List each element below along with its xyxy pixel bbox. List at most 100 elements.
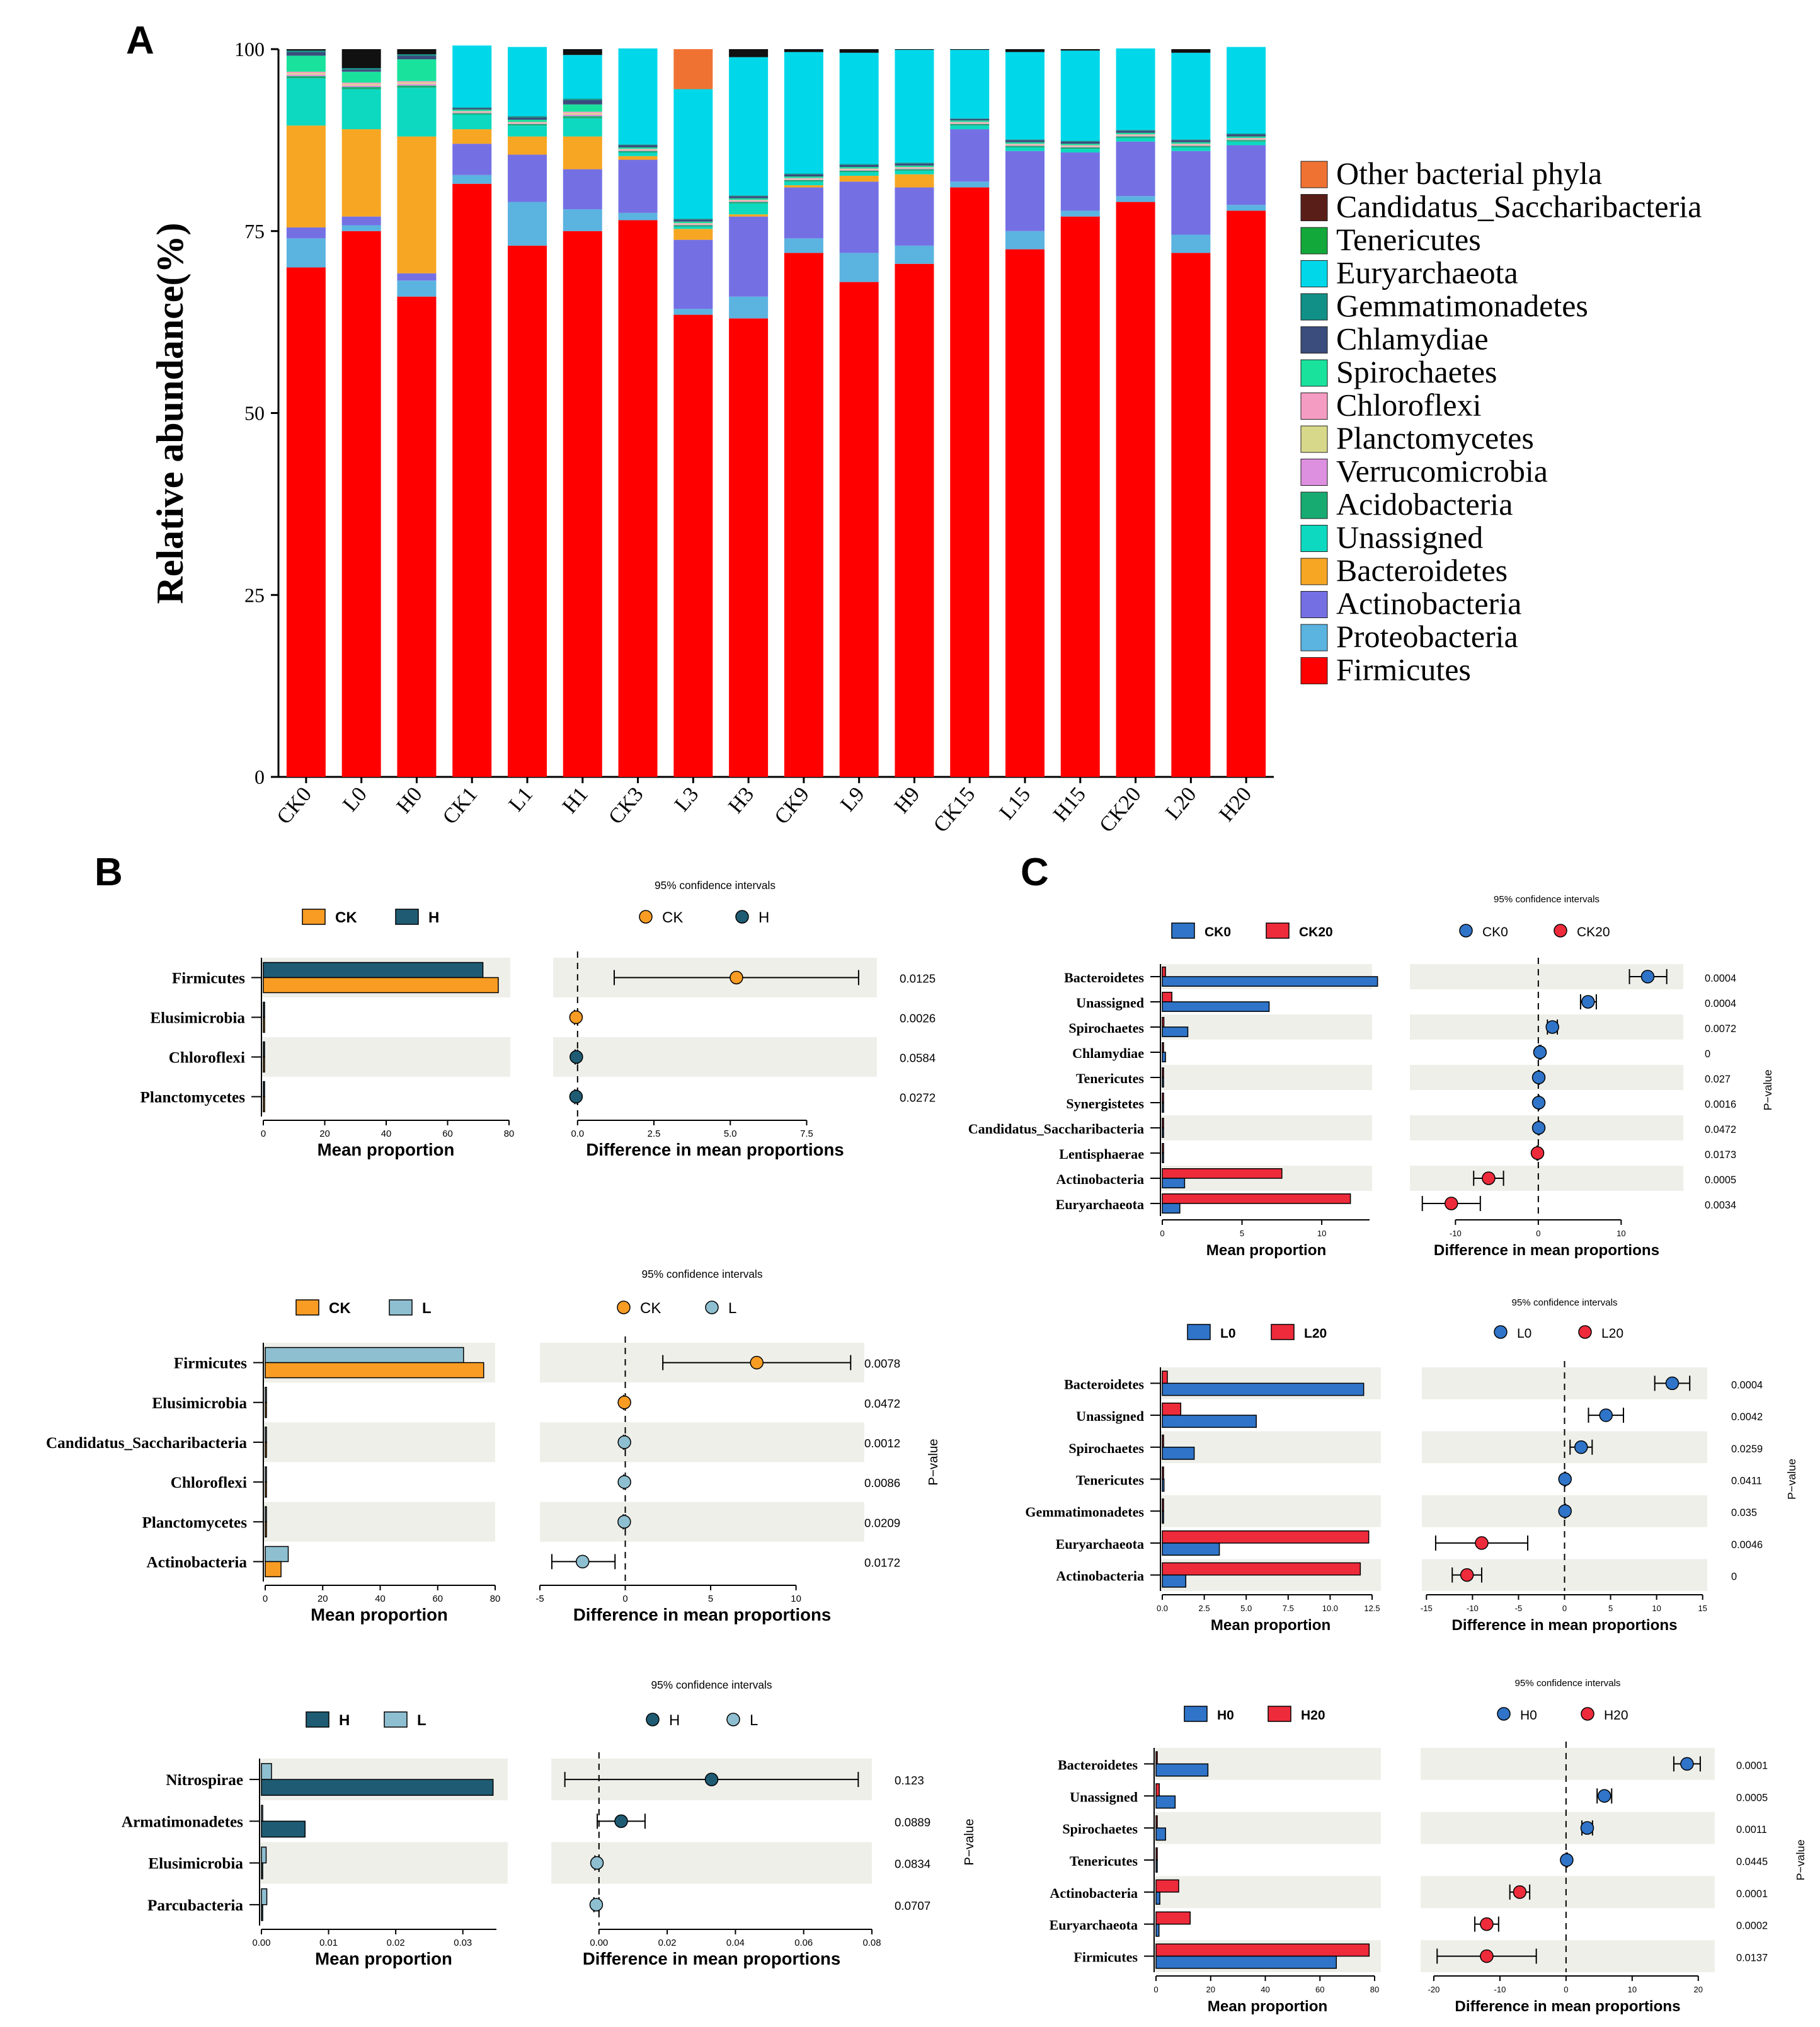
- diff-x-tick-label: 2.5: [648, 1129, 661, 1139]
- legend-swatch: [1300, 161, 1328, 188]
- diff-point: [704, 1772, 719, 1786]
- bar-segment-acidobacteria: [1060, 147, 1100, 149]
- extended-error-bar-h0-vs-h20: 95% confidence intervals H0 H0 H20 H20 0 20 40 6…: [1050, 1678, 1807, 2015]
- bar-x-axis-title: Mean proportion: [311, 1605, 448, 1624]
- row-band: [1421, 1748, 1715, 1780]
- bar-segment-firmicutes: [784, 253, 823, 777]
- legend-dot-label-0: H: [669, 1712, 680, 1729]
- diff-point: [576, 1554, 590, 1569]
- ci-title: 95% confidence intervals: [1512, 1297, 1618, 1308]
- bar-segment-chloroflexi: [950, 122, 990, 123]
- p-value: 0.0445: [1736, 1856, 1768, 1868]
- ci-title: 95% confidence intervals: [1494, 894, 1600, 905]
- row-band: [551, 1842, 872, 1884]
- legend-label-1: CK20: [1299, 925, 1333, 939]
- mean-bar-l: [265, 1546, 289, 1563]
- bar-segment-actinobacteria: [563, 169, 602, 210]
- bar-segment-unassigned: [1005, 147, 1044, 151]
- diff-point: [1530, 1146, 1545, 1160]
- y-tick-label: 50: [244, 402, 265, 425]
- bar-segment-acidobacteria: [341, 87, 381, 89]
- bar-segment-proteobacteria: [1227, 205, 1266, 211]
- panel-label-c: C: [1021, 851, 1049, 894]
- row-band: [1160, 1014, 1372, 1040]
- legend-swatch-1: [395, 909, 419, 925]
- diff-x-tick-label: 10: [1617, 1229, 1625, 1238]
- mean-bar-l: [265, 1466, 267, 1483]
- mean-bar-l: [261, 1763, 272, 1780]
- bar-segment-chloroflexi: [508, 122, 547, 123]
- bar-segment-actinobacteria: [341, 216, 381, 226]
- row-band: [263, 1422, 495, 1462]
- diff-point: [1599, 1408, 1613, 1422]
- row-band: [1421, 1876, 1715, 1909]
- bar-segment-acidobacteria: [673, 225, 713, 227]
- extended-error-bar-ck-vs-l: 95% confidence intervals CK CK L L 0 20 40 60 80 M…: [46, 1268, 941, 1624]
- diff-x-tick-label: 5: [1608, 1604, 1613, 1613]
- mean-bar-ck: [263, 1016, 265, 1033]
- p-value-axis-title: P−value: [1761, 1069, 1774, 1110]
- bar-segment-proteobacteria: [563, 209, 602, 231]
- bar-segment-chlamydiae: [341, 69, 381, 72]
- bar-segment-chlamydiae: [508, 117, 547, 120]
- diff-x-axis-title: Difference in mean proportions: [1434, 1242, 1659, 1259]
- bar-segment-bacteroidetes: [341, 129, 381, 217]
- legend-label: Euryarchaeota: [1336, 255, 1518, 290]
- x-tick-label: L9: [836, 783, 869, 816]
- diff-x-tick-label: 0.02: [658, 1938, 677, 1948]
- p-value: 0.0042: [1731, 1411, 1763, 1423]
- row-band: [263, 1502, 495, 1542]
- taxon-label: Planctomycetes: [140, 1089, 246, 1106]
- taxon-label: Actinobacteria: [1056, 1568, 1144, 1584]
- bar-segment-chloroflexi: [839, 168, 879, 169]
- bar-segment-euryarchaeota: [618, 48, 658, 145]
- p-value: 0.123: [895, 1774, 924, 1787]
- mean-bar-h0: [1155, 1827, 1166, 1841]
- diff-x-tick-label: 0: [1536, 1229, 1540, 1238]
- bar-segment-remainder: [784, 49, 823, 52]
- p-value-axis-title: P−value: [1785, 1459, 1798, 1500]
- taxon-label: Elusimicrobia: [150, 1010, 245, 1027]
- legend-swatch-1: [1266, 922, 1290, 939]
- bar-segment-spirochaetes: [895, 165, 934, 168]
- row-band: [260, 1842, 508, 1884]
- bar-segment-proteobacteria: [397, 280, 437, 297]
- legend-dot-label-1: H20: [1604, 1708, 1628, 1723]
- bar-x-tick-label: 2.5: [1199, 1604, 1210, 1613]
- bar-segment-spirochaetes: [950, 120, 990, 122]
- bar-segment-euryarchaeota: [895, 50, 934, 163]
- diff-x-tick-label: 0.0: [571, 1129, 584, 1139]
- bar-x-tick-label: 5: [1240, 1229, 1244, 1238]
- legend-swatch-0: [1184, 1706, 1208, 1722]
- bar-segment-euryarchaeota: [839, 52, 879, 164]
- diff-x-tick-label: -5: [1515, 1604, 1523, 1613]
- bar-segment-chlamydiae: [1171, 140, 1211, 142]
- mean-bar-ck20: [1162, 1067, 1164, 1078]
- mean-bar-ck0: [1162, 1001, 1270, 1012]
- bar-x-tick-label: 0: [263, 1594, 268, 1604]
- diff-point: [614, 1814, 628, 1829]
- bar-segment-proteobacteria: [618, 212, 658, 221]
- diff-point: [1480, 1917, 1494, 1931]
- legend-label-0: L0: [1220, 1326, 1236, 1341]
- bar-segment-proteobacteria: [1060, 210, 1100, 217]
- mean-bar-h: [261, 1820, 306, 1838]
- bar-segment-euryarchaeota: [1060, 50, 1100, 141]
- taxon-label: Nitrospirae: [166, 1772, 243, 1789]
- bar-segment-chlamydiae: [784, 174, 823, 177]
- bar-segment-chloroflexi: [341, 83, 381, 84]
- mean-bar-l: [265, 1386, 267, 1403]
- legend-dot-1: [1581, 1707, 1594, 1721]
- legend-dot-0: [639, 910, 653, 924]
- legend-label-1: L20: [1304, 1326, 1327, 1341]
- diff-point: [569, 1089, 583, 1104]
- mean-bar-ck: [265, 1442, 267, 1458]
- bar-segment-actinobacteria: [286, 227, 326, 239]
- mean-bar-ck: [263, 1096, 265, 1113]
- mean-bar-h: [263, 1081, 265, 1098]
- bar-segment-gemmatimonadetes: [563, 98, 602, 100]
- legend-dot-1: [1554, 924, 1567, 938]
- panel-label-b: B: [94, 851, 123, 894]
- bar-segment-verrucomicrobia: [729, 201, 769, 202]
- taxon-label: Lentisphaerae: [1059, 1146, 1144, 1162]
